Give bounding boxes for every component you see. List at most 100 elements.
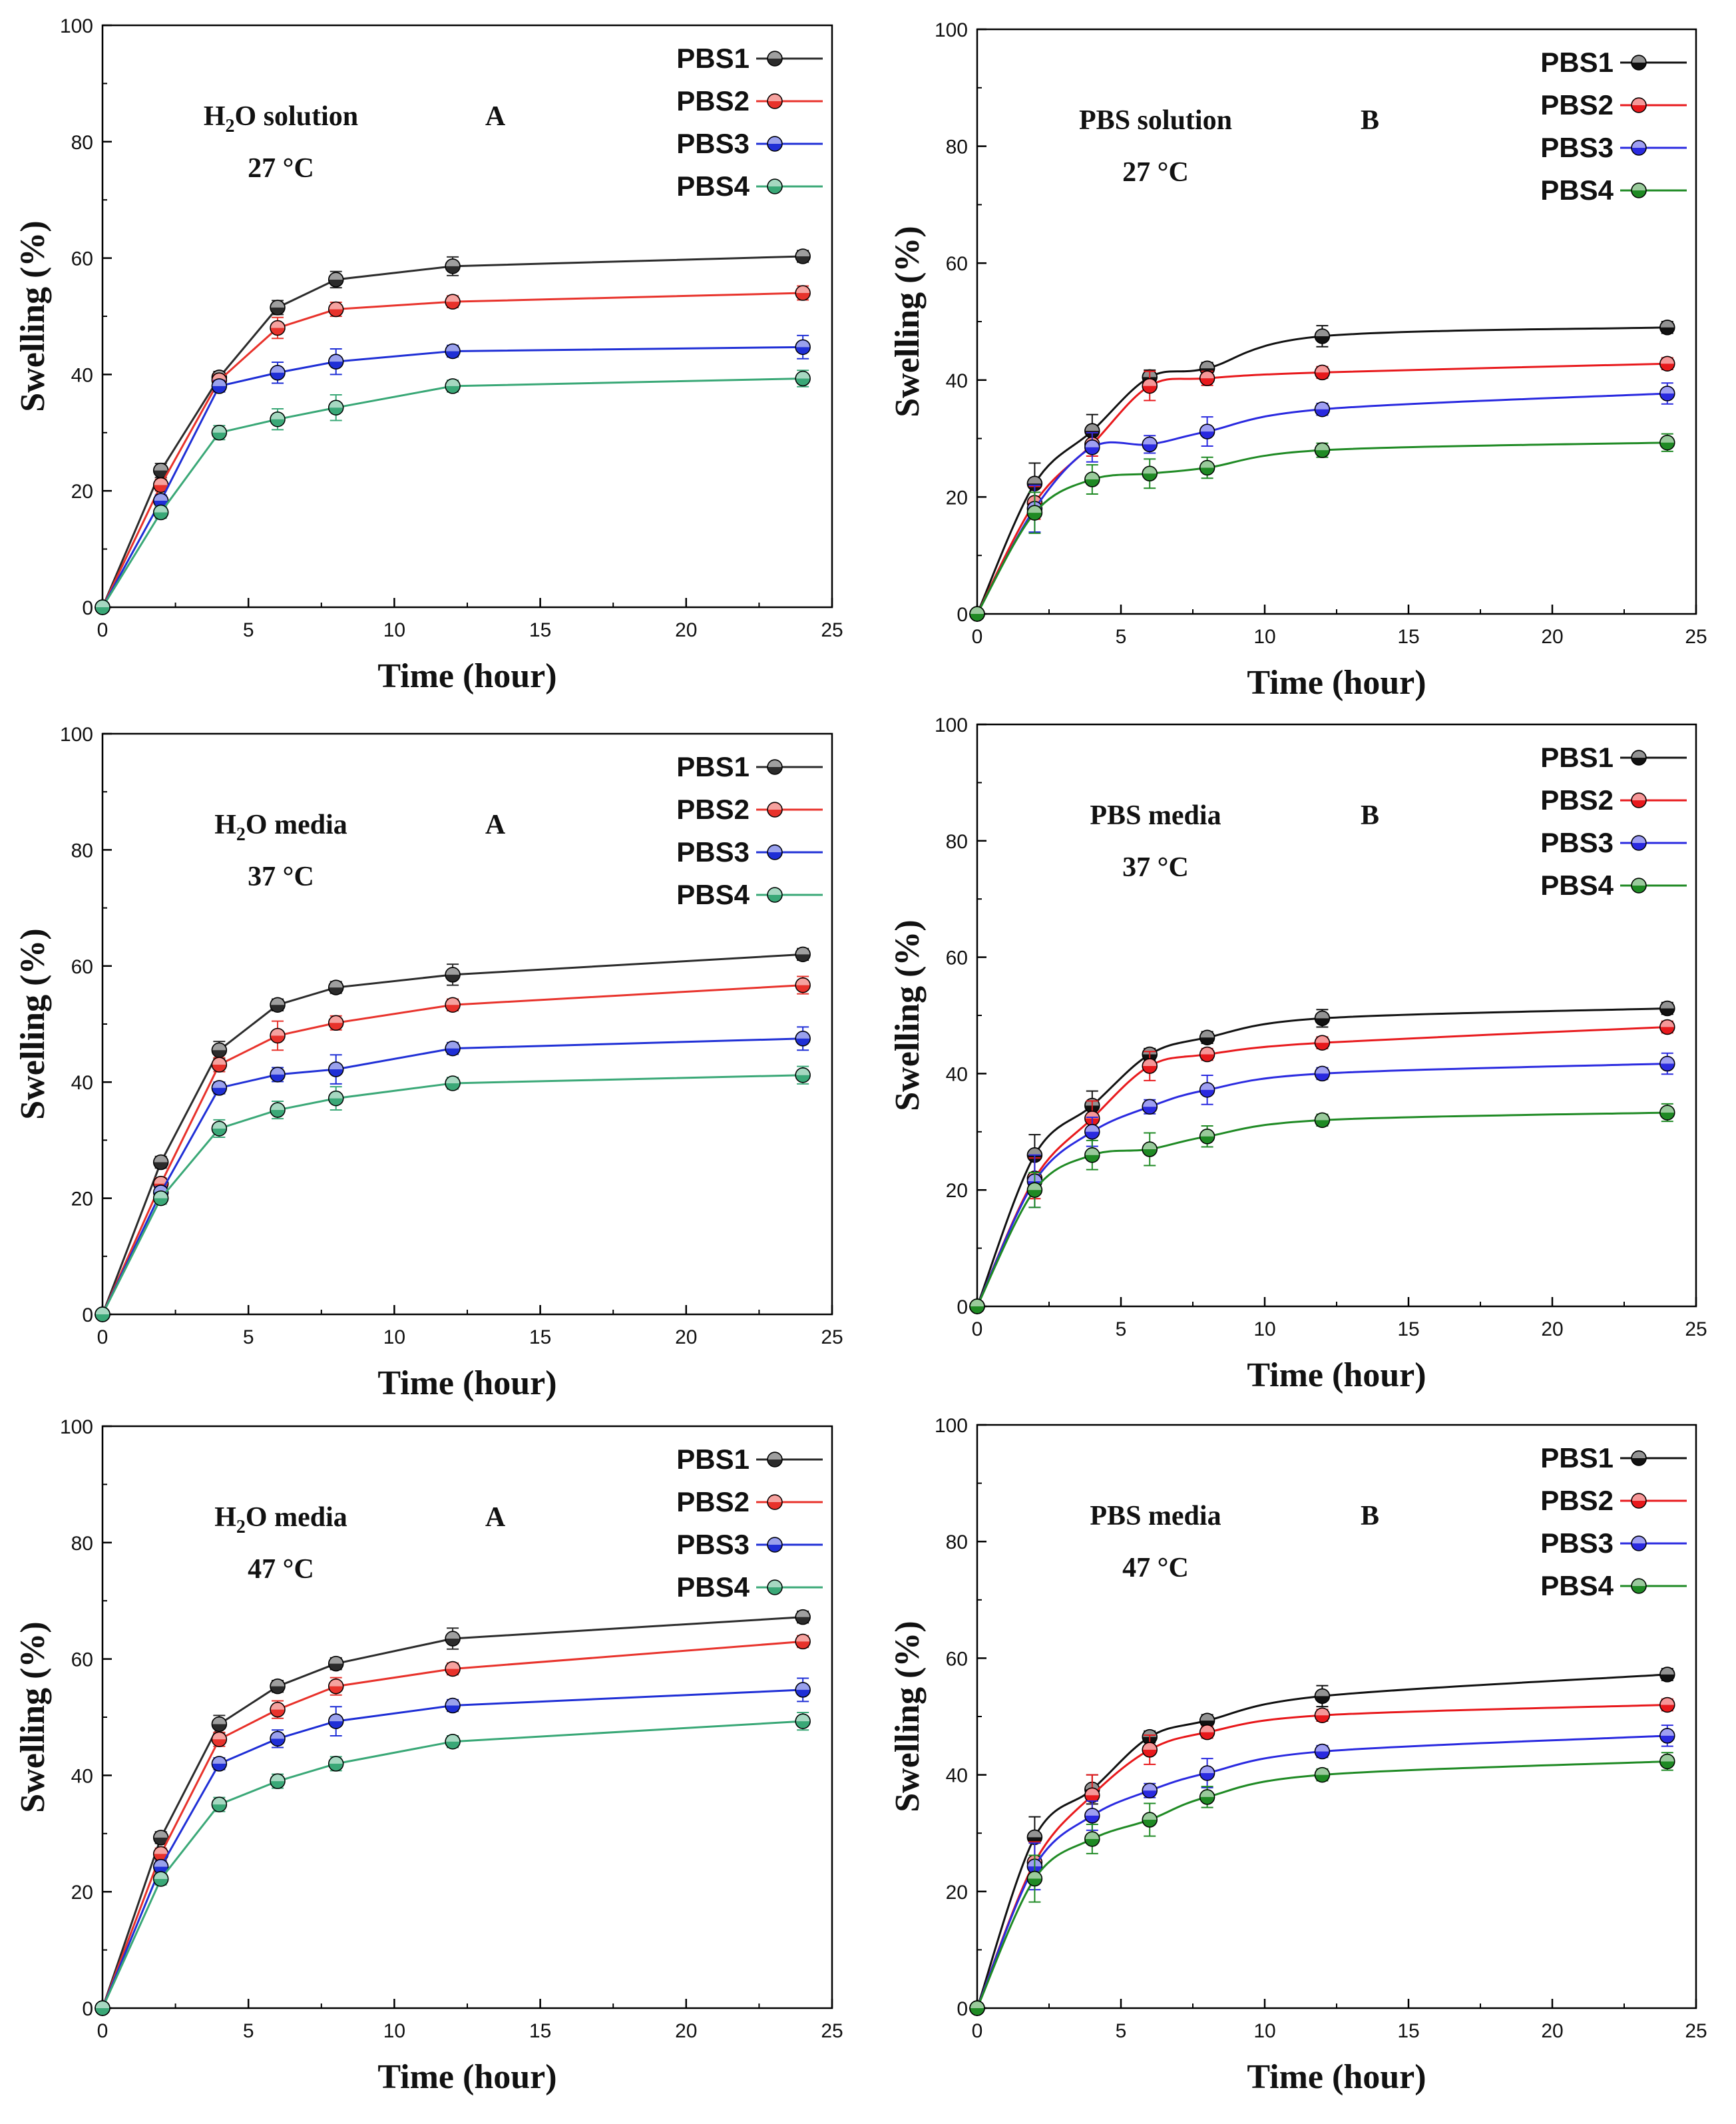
data-point-highlight: [1200, 1083, 1214, 1090]
data-point-highlight: [1315, 1036, 1329, 1043]
legend-marker-highlight: [768, 803, 781, 810]
series-pbs4: [969, 433, 1675, 622]
x-tick-label: 0: [972, 1318, 983, 1340]
data-point-highlight: [1315, 1689, 1329, 1697]
x-tick-label: 5: [243, 1326, 254, 1348]
data-point-highlight: [1660, 1667, 1674, 1675]
data-point: [795, 1682, 811, 1698]
data-point: [1084, 1147, 1100, 1163]
legend-marker: [767, 136, 783, 152]
legend-marker-highlight: [1632, 184, 1645, 190]
data-point: [795, 1609, 811, 1625]
data-point: [445, 1631, 461, 1647]
x-tick-label: 25: [1685, 626, 1707, 648]
legend-entry-pbs1: PBS1: [676, 751, 823, 782]
chart-panel-bottom-right: 0 5 10 15 20 25 0 20 40 60 80 100 Time (hour) Swellin…: [889, 1415, 1707, 2096]
data-point: [327, 1678, 344, 1695]
data-point-highlight: [329, 401, 343, 408]
legend-entry-pbs4: PBS4: [676, 879, 823, 910]
legend-entry-pbs2: PBS2: [1540, 1485, 1687, 1516]
data-point: [445, 997, 461, 1013]
data-point-highlight: [1143, 467, 1157, 474]
legend-label: PBS1: [1540, 742, 1614, 773]
x-axis-title: Time (hour): [377, 2058, 556, 2096]
y-tick-label: 0: [82, 597, 93, 619]
legend-marker-highlight: [1632, 1579, 1645, 1586]
data-point: [1314, 1688, 1331, 1705]
data-point: [1142, 1812, 1158, 1828]
series-pbs2: [969, 356, 1675, 622]
legend-entry-pbs2: PBS2: [1540, 784, 1687, 816]
data-point-highlight: [212, 1043, 226, 1051]
data-point-highlight: [1660, 1698, 1674, 1705]
data-point-highlight: [212, 1121, 226, 1129]
series-line-pbs4: [101, 378, 803, 608]
legend-entry-pbs4: PBS4: [1540, 174, 1687, 206]
panel-temperature-label: 37 °C: [248, 862, 314, 892]
data-point-highlight: [1085, 1148, 1099, 1155]
data-point-highlight: [271, 1732, 285, 1739]
legend-label: PBS3: [676, 128, 750, 159]
data-point: [211, 1080, 228, 1096]
y-tick-label: 60: [946, 1648, 968, 1670]
data-point-highlight: [329, 1679, 343, 1687]
data-point-highlight: [154, 1830, 168, 1838]
data-point: [1199, 1129, 1215, 1145]
data-point: [445, 1075, 461, 1091]
x-tick-label: 5: [243, 2020, 254, 2042]
data-point-highlight: [1143, 1100, 1157, 1107]
legend-marker-highlight: [1632, 56, 1645, 63]
legend-entry-pbs3: PBS3: [676, 836, 823, 868]
data-point-highlight: [271, 1067, 285, 1075]
data-point-highlight: [796, 978, 810, 985]
data-point: [1026, 1182, 1043, 1198]
data-point: [445, 258, 461, 274]
y-tick-label: 100: [60, 1416, 93, 1438]
y-tick-label: 40: [946, 1765, 968, 1787]
data-point-highlight: [1315, 1744, 1329, 1752]
data-point: [795, 339, 811, 356]
legend-marker: [1631, 1578, 1647, 1594]
chart-panel-middle-left: 0 5 10 15 20 25 0 20 40 60 80 100 Time (hour) Swellin…: [14, 724, 843, 1402]
data-point-highlight: [1028, 1830, 1042, 1838]
data-point: [95, 2000, 110, 2016]
legend-marker-highlight: [768, 180, 781, 186]
y-tick-label: 100: [935, 19, 968, 41]
data-point-highlight: [329, 1091, 343, 1099]
data-point: [270, 365, 286, 381]
series-line-pbs1: [976, 1007, 1667, 1307]
legend-label: PBS1: [1540, 47, 1614, 78]
legend-label: PBS3: [1540, 1527, 1614, 1559]
legend-marker: [767, 1537, 783, 1553]
panel-letter: A: [485, 810, 506, 840]
x-tick-label: 0: [97, 2020, 108, 2042]
legend-marker: [767, 844, 783, 860]
data-point-highlight: [446, 379, 460, 386]
data-point-highlight: [154, 1860, 168, 1867]
data-point-highlight: [154, 1191, 168, 1198]
data-point: [211, 1716, 228, 1732]
data-point: [1314, 1766, 1331, 1783]
panel-medium-label: PBS media: [1090, 1501, 1221, 1531]
data-point: [1142, 436, 1158, 453]
data-point-highlight: [1085, 473, 1099, 480]
data-point: [270, 1773, 286, 1789]
data-point-highlight: [212, 379, 226, 386]
data-point: [1084, 1124, 1100, 1140]
series-line-pbs1: [976, 1673, 1667, 2009]
x-axis-title: Time (hour): [1247, 664, 1426, 702]
x-tick-label: 15: [529, 1326, 551, 1348]
legend-marker: [767, 1579, 783, 1595]
data-point-highlight: [1143, 1143, 1157, 1150]
data-point: [270, 1701, 286, 1718]
x-tick-label: 10: [1253, 2020, 1275, 2042]
data-point: [795, 370, 811, 387]
data-point-highlight: [1660, 1728, 1674, 1736]
legend-label: PBS2: [1540, 784, 1614, 816]
data-point: [211, 1121, 228, 1137]
data-point-highlight: [796, 340, 810, 348]
data-point: [1084, 423, 1100, 439]
data-point: [152, 504, 169, 521]
y-tick-label: 0: [82, 1998, 93, 2020]
